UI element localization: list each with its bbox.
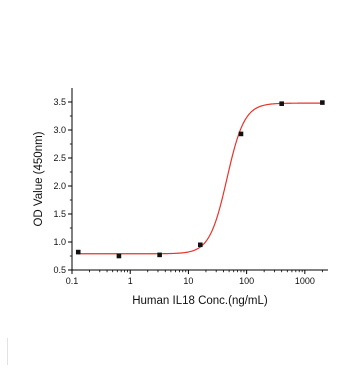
data-point [238,131,244,137]
data-point [320,100,325,105]
data-points-layer [75,100,325,259]
y-tick-label: 1.5 [53,209,66,219]
axes: 0.1 1 10 100 1000 0.5 1.0 1.5 2.0 2.5 3.0 3.5 [53,88,328,286]
data-point [157,252,162,258]
x-axis-title: Human IL18 Conc.(ng/mL) [132,295,268,307]
x-tick-label: 0.1 [66,276,79,286]
y-tick-label: 3.0 [53,125,66,135]
x-tick-label: 100 [239,276,254,286]
y-tick-label: 1.0 [53,237,66,247]
fit-curve-line [78,102,323,255]
fit-curve-layer [78,102,323,255]
data-point [116,253,122,259]
x-tick-label: 1000 [295,276,315,286]
y-tick-label: 3.5 [53,97,66,107]
y-tick-label: 0.5 [53,265,66,275]
y-tick-label: 2.0 [53,181,66,191]
panel-edge [7,338,8,365]
x-tick-label: 1 [128,276,133,286]
y-axis-title: OD Value (450nm) [33,131,45,226]
data-point [75,249,81,255]
data-point [279,101,284,106]
x-tick-label: 10 [183,276,193,286]
y-tick-label: 2.5 [53,153,66,163]
data-point [197,242,203,248]
